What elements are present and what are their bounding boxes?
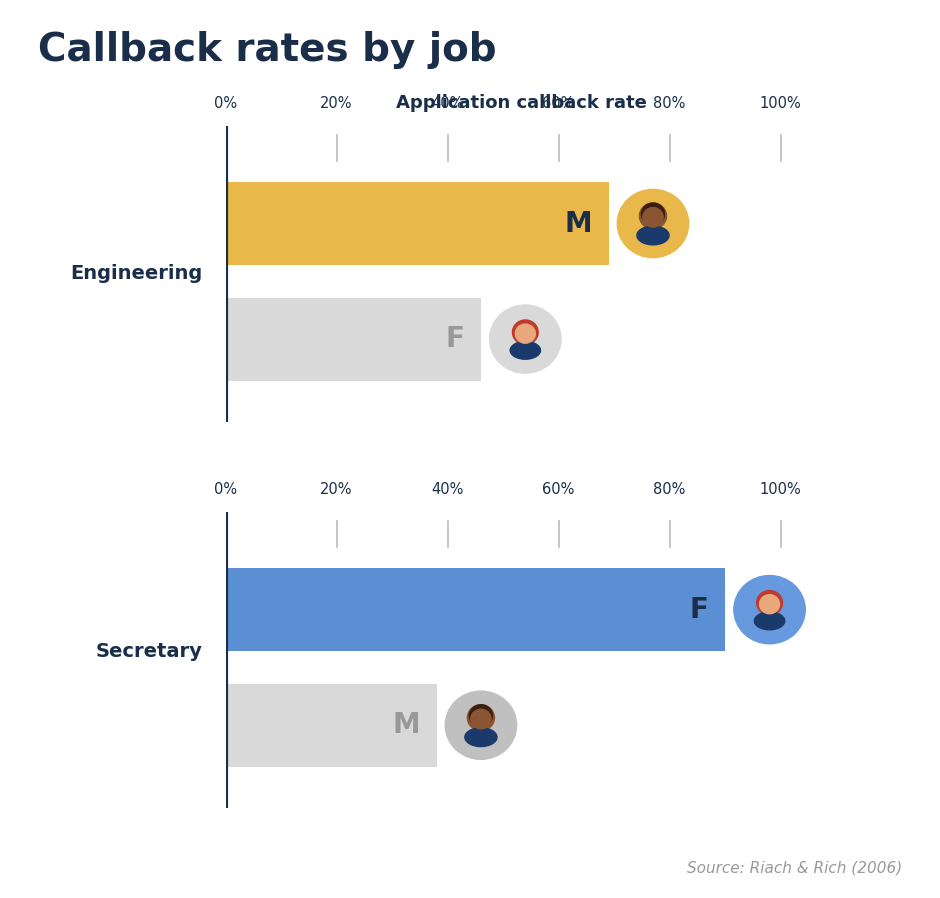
Text: F: F bbox=[446, 325, 464, 353]
Text: M: M bbox=[564, 209, 592, 237]
Text: Callback rates by job: Callback rates by job bbox=[38, 31, 496, 69]
Text: 80%: 80% bbox=[653, 96, 686, 110]
FancyBboxPatch shape bbox=[226, 182, 608, 265]
FancyBboxPatch shape bbox=[226, 683, 436, 767]
Text: Application callback rate: Application callback rate bbox=[397, 94, 647, 112]
Text: 80%: 80% bbox=[653, 482, 686, 497]
Text: 60%: 60% bbox=[542, 482, 575, 497]
Text: 20%: 20% bbox=[321, 482, 352, 497]
Text: 0%: 0% bbox=[214, 96, 237, 110]
Text: Source: Riach & Rich (2006): Source: Riach & Rich (2006) bbox=[687, 860, 902, 876]
FancyBboxPatch shape bbox=[226, 568, 725, 651]
Text: 60%: 60% bbox=[542, 96, 575, 110]
Text: 100%: 100% bbox=[760, 96, 802, 110]
Text: 40%: 40% bbox=[431, 482, 463, 497]
Text: 100%: 100% bbox=[760, 482, 802, 497]
Text: Engineering: Engineering bbox=[70, 264, 202, 284]
Text: M: M bbox=[392, 711, 420, 739]
Text: 0%: 0% bbox=[214, 482, 237, 497]
Text: 40%: 40% bbox=[431, 96, 463, 110]
Text: F: F bbox=[690, 595, 709, 623]
FancyBboxPatch shape bbox=[226, 297, 481, 381]
Text: Secretary: Secretary bbox=[95, 641, 202, 661]
Text: 20%: 20% bbox=[321, 96, 352, 110]
